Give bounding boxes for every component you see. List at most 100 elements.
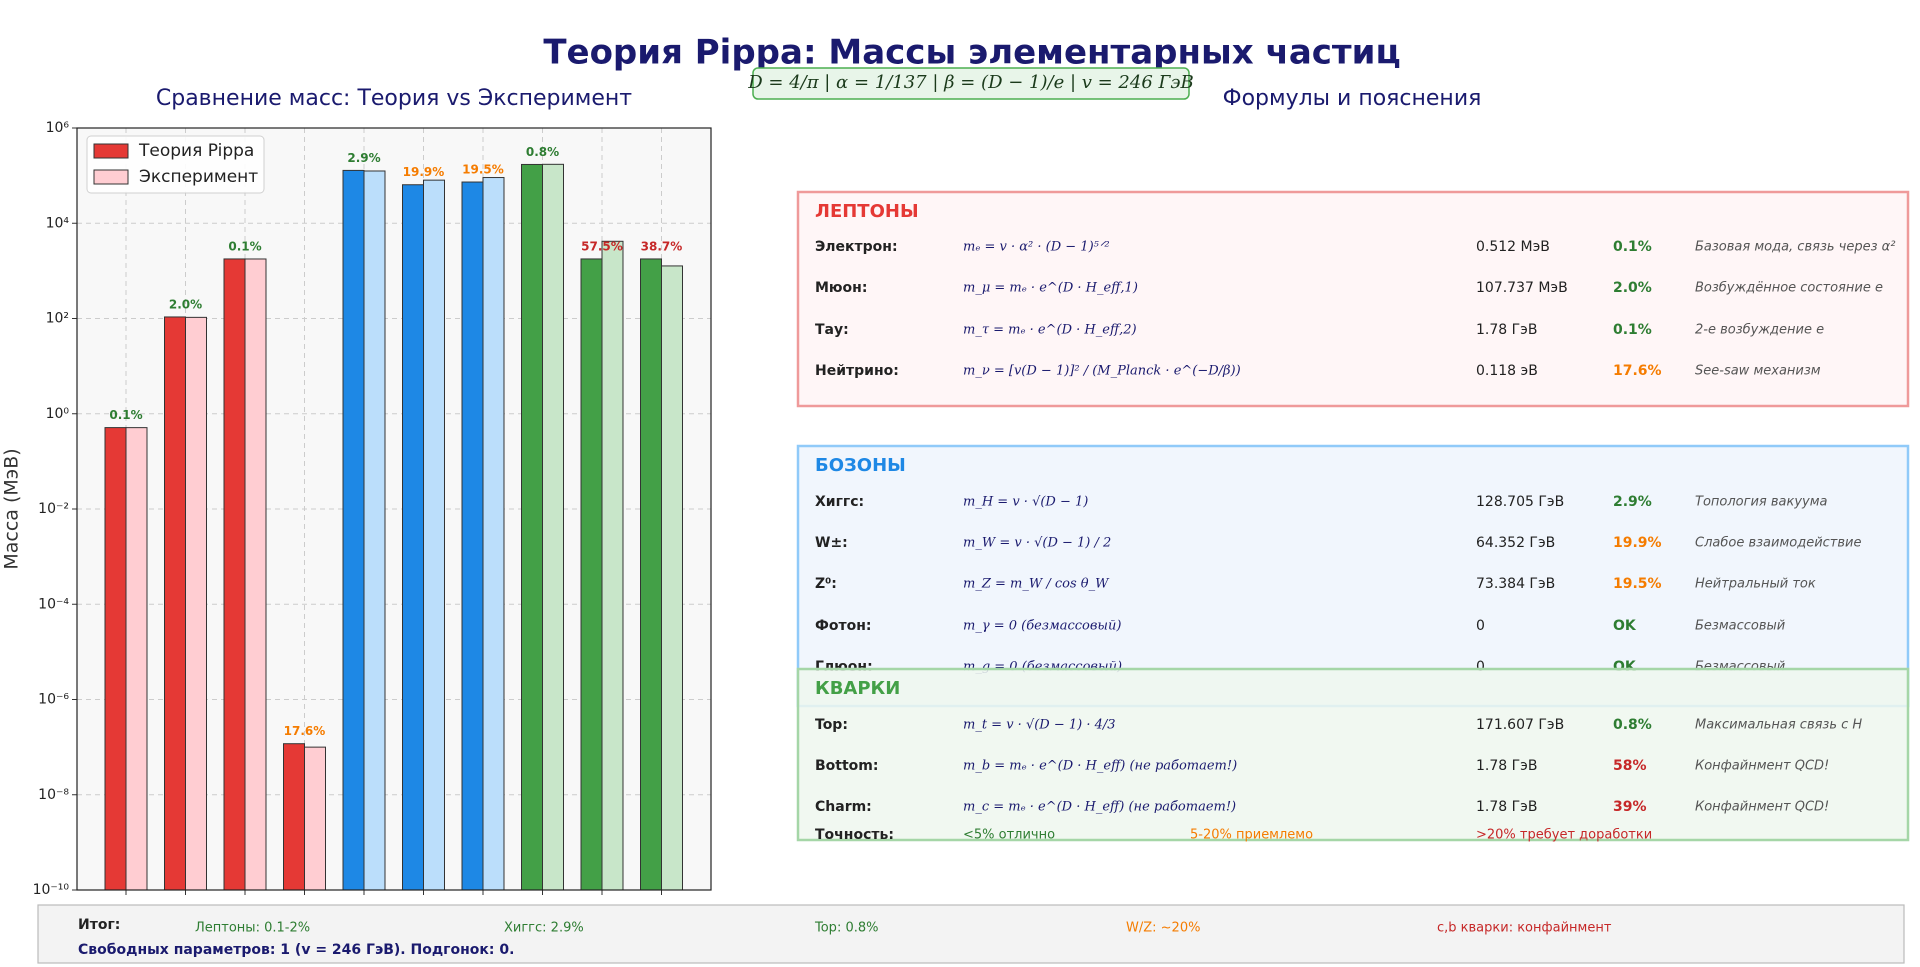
bar [640,258,662,891]
summary-item: Хиггс: 2.9% [504,921,584,936]
legend-swatch [93,169,129,185]
row-value: 0.512 МэВ [1476,239,1550,255]
row-value: 128.705 ГэВ [1476,494,1564,510]
legend-label: Теория Pippa [138,141,254,161]
row-formula: m_c = mₑ · e^(D · H_eff) (не работает!) [963,800,1236,815]
bar [164,316,186,891]
row-formula: m_μ = mₑ · e^(D · H_eff,1) [963,281,1138,296]
row-note: Максимальная связь с H [1695,718,1862,733]
panel-title: Формулы и пояснения [1223,86,1482,111]
row-name: Электрон: [815,239,898,255]
row-name: Фотон: [815,618,872,634]
error-label: 0.1% [109,408,142,422]
constants-box [752,67,1190,100]
row-value: 107.737 МэВ [1476,280,1568,296]
accuracy-item: 5-20% приемлемо [1190,828,1313,843]
row-value: 73.384 ГэВ [1476,576,1555,592]
bar [521,163,543,891]
row-formula: m_ν = [v(D − 1)]² / (M_Planck · e^(−D/β)… [963,364,1241,379]
row-accuracy: 19.9% [1613,535,1662,551]
row-formula: m_τ = mₑ · e^(D · H_eff,2) [963,323,1137,338]
row-value: 64.352 ГэВ [1476,535,1555,551]
row-value: 1.78 ГэВ [1476,799,1537,815]
row-note: Нейтральный ток [1695,577,1816,592]
legend-label: Эксперимент [139,167,258,187]
error-label: 57.5% [581,239,623,253]
row-value: 0.118 эВ [1476,363,1538,379]
section-box [796,190,1910,408]
error-label: 19.9% [403,165,445,179]
summary-label: Итог: [78,917,120,933]
row-value: 1.78 ГэВ [1476,758,1537,774]
bar [185,316,207,891]
row-name: Charm: [815,799,872,815]
row-accuracy: 0.1% [1613,322,1652,338]
row-formula: m_γ = 0 (безмассовый) [963,619,1121,634]
bar [542,163,564,891]
row-accuracy: 0.8% [1613,717,1652,733]
row-name: W±: [815,535,848,551]
bar [482,177,505,891]
accuracy-item: <5% отлично [963,828,1055,843]
bar [423,179,445,891]
row-accuracy: 19.5% [1613,576,1662,592]
row-note: Базовая мода, связь через α² [1695,240,1895,255]
legend-swatch [93,143,129,159]
row-note: Возбуждённое состояние e [1695,281,1883,296]
row-accuracy: 2.9% [1613,494,1652,510]
summary-footer: Свободных параметров: 1 (v = 246 ГэВ). П… [78,942,514,958]
row-accuracy: 17.6% [1613,363,1662,379]
summary-item: W/Z: ~20% [1126,921,1200,936]
bar [601,240,624,891]
row-note: Конфайнмент QCD! [1695,800,1829,815]
y-axis-label: Масса (МэВ) [1,448,23,569]
section-title: ЛЕПТОНЫ [815,201,919,222]
y-tick-label: 10⁻¹⁰ [33,882,70,898]
summary-item: Top: 0.8% [814,921,878,936]
section-title: КВАРКИ [815,678,900,699]
row-accuracy: 0.1% [1613,239,1652,255]
row-formula: mₑ = v · α² · (D − 1)⁵ᐟ² [963,240,1110,255]
row-name: Нейтрино: [815,363,899,379]
bar [461,181,484,891]
row-accuracy: 58% [1613,758,1647,774]
error-label: 2.0% [169,297,202,311]
row-value: 0 [1476,618,1485,634]
section-box [796,667,1910,842]
row-name: Тау: [815,322,849,338]
row-value: 0 [1476,659,1485,675]
bar [342,169,365,891]
row-formula: m_b = mₑ · e^(D · H_eff) (не работает!) [963,759,1237,774]
row-formula: m_Z = m_W / cos θ_W [963,577,1110,592]
summary-item: c,b кварки: конфайнмент [1437,921,1612,936]
row-name: Bottom: [815,758,878,774]
row-formula: m_H = v · √(D − 1) [963,495,1088,510]
row-note: 2-е возбуждение e [1695,323,1824,338]
y-tick-label: 10⁴ [46,215,70,231]
row-formula: m_t = v · √(D − 1) · 4/3 [963,718,1116,733]
summary-box [37,904,1905,964]
bar [104,427,127,891]
error-label: 19.5% [462,163,504,177]
row-name: Хиггс: [815,494,864,510]
row-note: Безмассовый [1695,619,1785,634]
legend [86,135,265,194]
error-label: 0.8% [526,145,559,159]
row-value: 1.78 ГэВ [1476,322,1537,338]
bar [580,258,603,891]
row-accuracy: OK [1613,618,1637,634]
y-tick-label: 10⁰ [46,406,70,422]
error-label: 2.9% [347,151,380,165]
bar [363,170,386,891]
row-note: Топология вакуума [1695,495,1828,510]
row-note: Слабое взаимодействие [1695,536,1861,551]
y-tick-label: 10⁻⁴ [38,596,69,612]
y-tick-label: 10⁻⁶ [38,692,69,708]
y-tick-label: 10² [46,311,69,327]
bar [304,746,326,891]
row-name: Top: [815,717,848,733]
y-tick-label: 10⁻² [38,501,69,517]
row-accuracy: 2.0% [1613,280,1652,296]
plot-frame [76,127,712,891]
main-title: Теория Pippa: Массы элементарных частиц [543,33,1400,73]
